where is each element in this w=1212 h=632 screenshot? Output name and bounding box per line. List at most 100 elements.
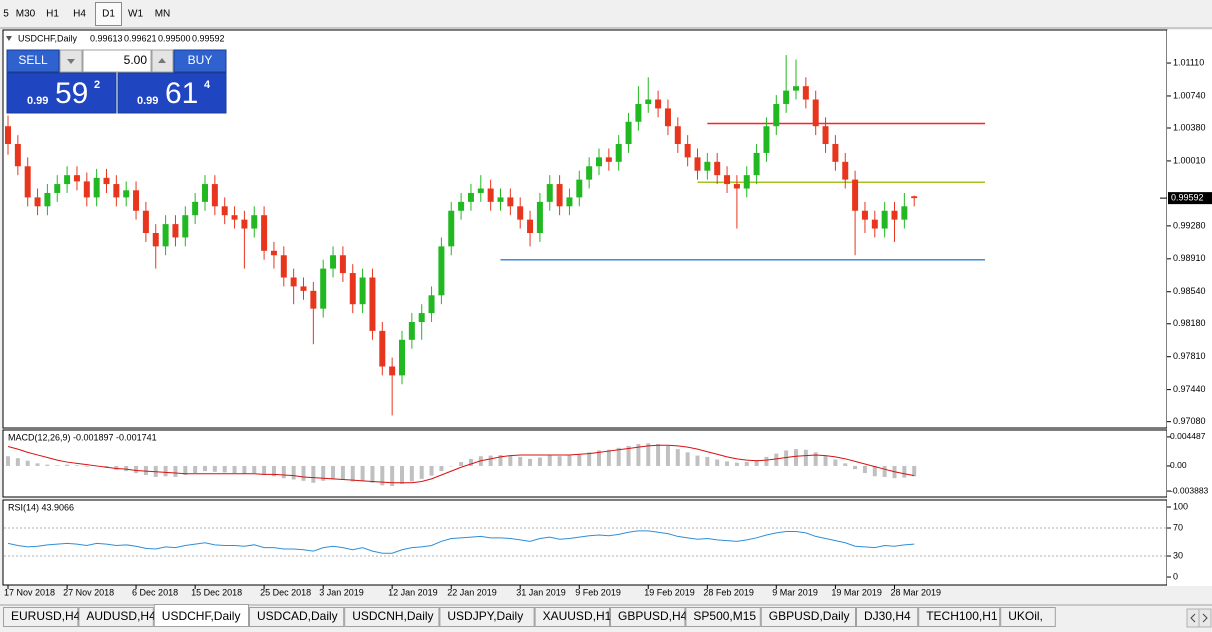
candle-body — [64, 175, 71, 185]
macd-bar — [646, 443, 651, 466]
tab-label: UKOil, — [1008, 609, 1043, 623]
macd-bar — [350, 465, 355, 482]
tab-label: USDCHF,Daily — [162, 609, 241, 623]
macd-bar — [468, 458, 473, 466]
macd-bar — [597, 450, 601, 466]
tab-scroll-left[interactable] — [1186, 608, 1200, 628]
y-tick-label: 0.97440 — [1173, 384, 1206, 394]
candle-body — [467, 192, 474, 202]
tab-scroll-right[interactable] — [1198, 608, 1212, 628]
tab[interactable] — [534, 607, 610, 627]
candle-body — [625, 121, 632, 145]
tab[interactable] — [344, 607, 440, 627]
x-tick-label: 6 Dec 2018 — [132, 587, 178, 597]
macd-bar — [143, 465, 148, 475]
candle-body — [389, 366, 396, 376]
timeframe-button[interactable] — [149, 2, 176, 26]
price-tag — [1168, 192, 1212, 205]
quote-high: 0.99621 — [124, 33, 157, 43]
macd-bar — [449, 465, 454, 467]
tab[interactable] — [685, 607, 761, 627]
sell-price-box[interactable] — [6, 72, 117, 114]
timeframe-label: H1 — [46, 9, 59, 20]
candle-body — [14, 144, 21, 167]
tab[interactable] — [249, 607, 345, 627]
toolbar — [0, 0, 1212, 28]
buy-button[interactable] — [173, 49, 227, 73]
macd-bar — [74, 465, 79, 466]
macd-label: MACD(12,26,9) -0.001897 -0.001741 — [8, 432, 157, 442]
macd-bar — [124, 465, 129, 472]
macd-bar — [754, 460, 759, 466]
price-axis — [1167, 30, 1212, 586]
x-tick-label: 25 Dec 2018 — [260, 587, 311, 597]
candle-body — [724, 175, 731, 185]
candle-body — [133, 190, 140, 211]
tab[interactable] — [760, 607, 856, 627]
macd-bar — [173, 465, 178, 477]
macd-signal — [7, 444, 915, 484]
tab[interactable] — [1000, 607, 1056, 627]
timeframe-button[interactable] — [66, 2, 93, 26]
candle-body — [871, 219, 878, 229]
macd-bar — [715, 459, 720, 466]
candle-body — [231, 215, 238, 220]
tab[interactable] — [153, 604, 249, 627]
macd-bar — [390, 465, 395, 486]
tab-scroll-right-arrow — [1202, 613, 1208, 623]
timeframe-button[interactable] — [122, 2, 149, 26]
tab[interactable] — [610, 607, 686, 627]
sell-button[interactable] — [6, 49, 60, 73]
macd-bar — [35, 463, 40, 466]
candle-body — [566, 197, 573, 207]
candle-body — [517, 206, 524, 220]
candle-body — [310, 290, 317, 309]
tab[interactable] — [918, 607, 1001, 627]
candle-body — [635, 103, 642, 122]
candle-body — [290, 277, 297, 287]
macd-bar — [675, 449, 680, 466]
candle-body — [359, 277, 366, 305]
macd-bar — [6, 456, 10, 466]
timeframe-label: MN — [155, 9, 171, 20]
candle-body — [605, 157, 612, 162]
rsi-tick-label: 30 — [1173, 550, 1183, 560]
y-tick-label: 0.99280 — [1173, 220, 1206, 230]
y-tick-label: 0.98180 — [1173, 318, 1206, 328]
timeframe-button[interactable] — [12, 2, 39, 26]
macd-bar — [823, 455, 828, 466]
buy-price-box[interactable] — [117, 72, 227, 114]
timeframe-button[interactable] — [0, 2, 12, 26]
candle-body — [546, 184, 553, 202]
candle-body — [103, 177, 110, 185]
macd-bar — [587, 452, 592, 466]
tab[interactable] — [439, 607, 535, 627]
candle-body — [645, 99, 652, 104]
candle-body — [349, 273, 356, 305]
macd-tick-label: -0.003883 — [1170, 485, 1209, 495]
timeframe-button[interactable] — [39, 2, 66, 26]
x-tick-label: 17 Nov 2018 — [4, 587, 55, 597]
macd-bar — [725, 461, 730, 466]
macd-bar — [183, 465, 188, 475]
macd-bar — [803, 449, 808, 466]
quote-low: 0.99500 — [158, 33, 191, 43]
macd-tick-label: 0.00 — [1170, 460, 1187, 470]
macd-bar — [518, 456, 523, 466]
buy-price-big: 61 — [165, 77, 198, 110]
timeframe-button[interactable] — [95, 2, 122, 26]
macd-bar — [429, 465, 434, 476]
tab[interactable] — [78, 607, 154, 627]
candle-body — [280, 255, 287, 278]
sell-price-big: 59 — [55, 77, 88, 110]
candle-body — [615, 144, 622, 162]
lot-input[interactable] — [82, 49, 152, 73]
y-tick-label: 0.98910 — [1173, 253, 1206, 263]
candle-body — [152, 233, 159, 247]
macd-bar — [400, 465, 404, 485]
buy-price-prefix: 0.99 — [137, 95, 158, 107]
tab[interactable] — [856, 607, 919, 627]
tab[interactable] — [3, 607, 79, 627]
